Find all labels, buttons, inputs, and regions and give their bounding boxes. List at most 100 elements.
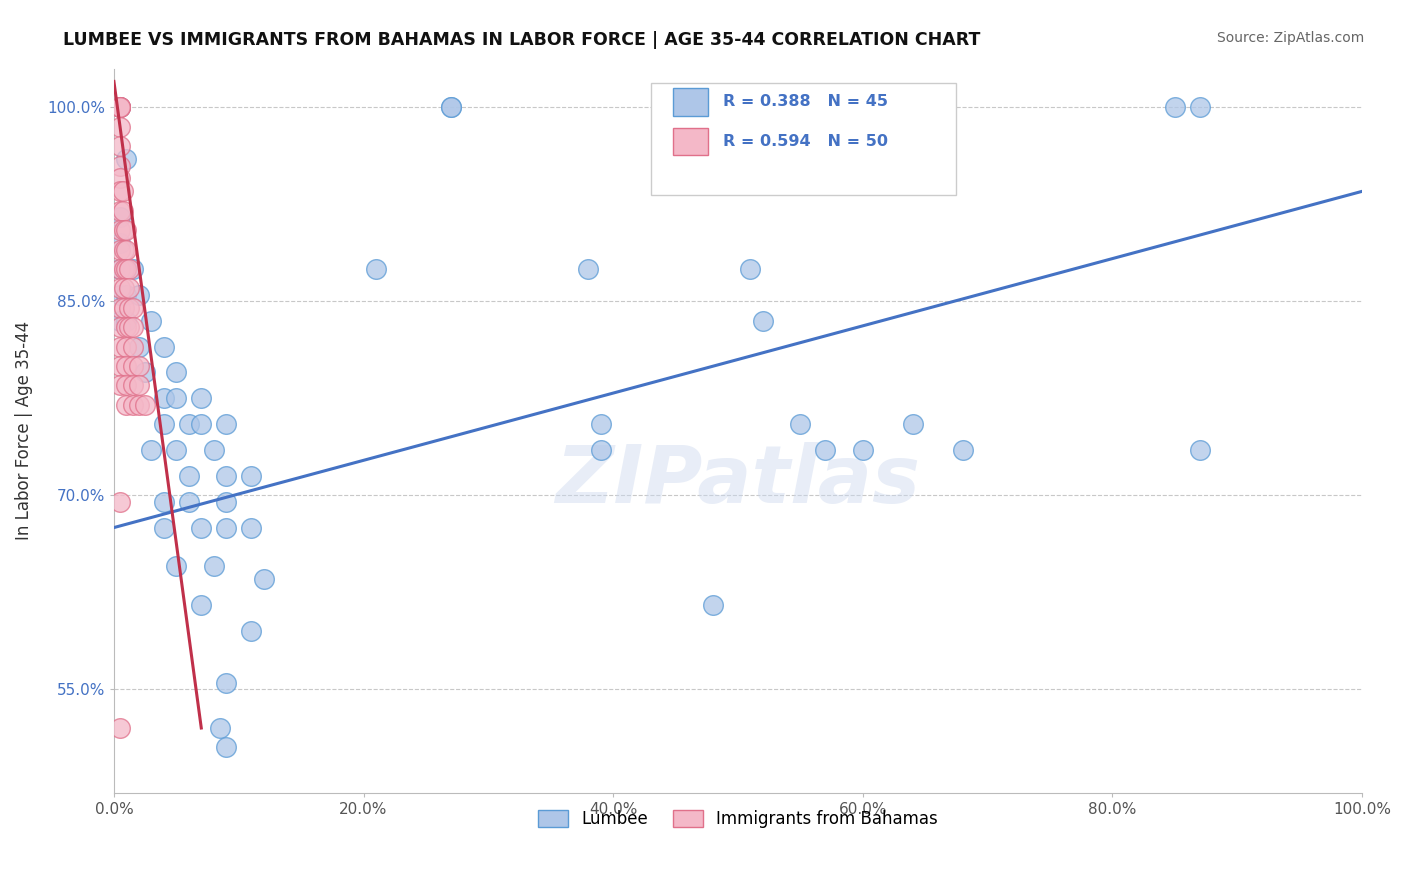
Point bbox=[115, 223, 138, 237]
Point bbox=[112, 262, 135, 277]
Point bbox=[1164, 100, 1187, 114]
Point bbox=[128, 378, 150, 392]
Point bbox=[128, 288, 150, 302]
Point bbox=[111, 185, 134, 199]
Point bbox=[112, 223, 135, 237]
Point bbox=[108, 359, 131, 373]
Point bbox=[108, 243, 131, 257]
Point bbox=[440, 100, 463, 114]
Point bbox=[852, 442, 875, 457]
Point bbox=[108, 159, 131, 173]
Point bbox=[108, 185, 131, 199]
Point bbox=[240, 468, 263, 483]
Point bbox=[814, 442, 837, 457]
Point bbox=[121, 359, 143, 373]
Point bbox=[165, 391, 187, 405]
Point bbox=[364, 262, 387, 277]
Point bbox=[121, 301, 143, 315]
Point bbox=[576, 262, 599, 277]
Point bbox=[108, 236, 131, 251]
Point bbox=[121, 378, 143, 392]
Point bbox=[118, 281, 141, 295]
Point bbox=[108, 100, 131, 114]
Point bbox=[165, 559, 187, 574]
Point bbox=[115, 152, 138, 166]
Point bbox=[108, 301, 131, 315]
Text: LUMBEE VS IMMIGRANTS FROM BAHAMAS IN LABOR FORCE | AGE 35-44 CORRELATION CHART: LUMBEE VS IMMIGRANTS FROM BAHAMAS IN LAB… bbox=[63, 31, 980, 49]
Point bbox=[1188, 100, 1211, 114]
Point bbox=[112, 281, 135, 295]
Point bbox=[128, 398, 150, 412]
Point bbox=[121, 320, 143, 334]
Point bbox=[128, 339, 150, 353]
Point bbox=[115, 313, 138, 327]
Point bbox=[901, 417, 924, 431]
Point bbox=[952, 442, 974, 457]
Point bbox=[208, 721, 231, 735]
Point bbox=[108, 281, 131, 295]
Point bbox=[108, 262, 131, 277]
Point bbox=[1188, 442, 1211, 457]
Point bbox=[752, 313, 775, 327]
Point bbox=[253, 572, 276, 586]
Point bbox=[589, 442, 612, 457]
Text: ZIPatlas: ZIPatlas bbox=[555, 442, 921, 520]
Point bbox=[740, 262, 762, 277]
Point bbox=[108, 288, 131, 302]
Point bbox=[177, 417, 200, 431]
Point bbox=[108, 100, 131, 114]
Point bbox=[153, 417, 176, 431]
Text: R = 0.388   N = 45: R = 0.388 N = 45 bbox=[723, 95, 889, 110]
Text: R = 0.594   N = 50: R = 0.594 N = 50 bbox=[723, 134, 889, 149]
Point bbox=[108, 721, 131, 735]
Point bbox=[108, 262, 131, 277]
Point bbox=[115, 262, 138, 277]
Point bbox=[108, 100, 131, 114]
Point bbox=[115, 378, 138, 392]
Point bbox=[108, 171, 131, 186]
Point bbox=[115, 398, 138, 412]
Point bbox=[115, 288, 138, 302]
Point bbox=[118, 262, 141, 277]
Point bbox=[177, 494, 200, 508]
Point bbox=[165, 365, 187, 379]
Point bbox=[115, 359, 138, 373]
Point bbox=[177, 468, 200, 483]
Point bbox=[215, 740, 238, 755]
Point bbox=[141, 442, 163, 457]
Point bbox=[121, 398, 143, 412]
Y-axis label: In Labor Force | Age 35-44: In Labor Force | Age 35-44 bbox=[15, 321, 32, 541]
Point bbox=[240, 520, 263, 534]
Point bbox=[108, 211, 131, 225]
Point bbox=[108, 139, 131, 153]
Point bbox=[789, 417, 811, 431]
Point bbox=[108, 100, 131, 114]
Point bbox=[215, 494, 238, 508]
FancyBboxPatch shape bbox=[651, 83, 956, 195]
Point bbox=[240, 624, 263, 638]
Point bbox=[190, 417, 212, 431]
Point bbox=[702, 598, 724, 612]
Text: Source: ZipAtlas.com: Source: ZipAtlas.com bbox=[1216, 31, 1364, 45]
Point bbox=[589, 824, 612, 838]
Point bbox=[153, 391, 176, 405]
Point bbox=[115, 339, 138, 353]
Point bbox=[108, 100, 131, 114]
FancyBboxPatch shape bbox=[673, 128, 709, 155]
FancyBboxPatch shape bbox=[673, 88, 709, 116]
Point bbox=[115, 320, 138, 334]
Point bbox=[112, 301, 135, 315]
Point bbox=[153, 494, 176, 508]
Point bbox=[215, 417, 238, 431]
Point bbox=[108, 494, 131, 508]
Point bbox=[153, 339, 176, 353]
Point bbox=[202, 559, 225, 574]
Point bbox=[141, 313, 163, 327]
Point bbox=[108, 339, 131, 353]
Point bbox=[190, 598, 212, 612]
Legend: Lumbee, Immigrants from Bahamas: Lumbee, Immigrants from Bahamas bbox=[531, 804, 945, 835]
Point bbox=[134, 398, 156, 412]
Point bbox=[115, 262, 138, 277]
Point bbox=[215, 520, 238, 534]
Point bbox=[727, 830, 749, 845]
